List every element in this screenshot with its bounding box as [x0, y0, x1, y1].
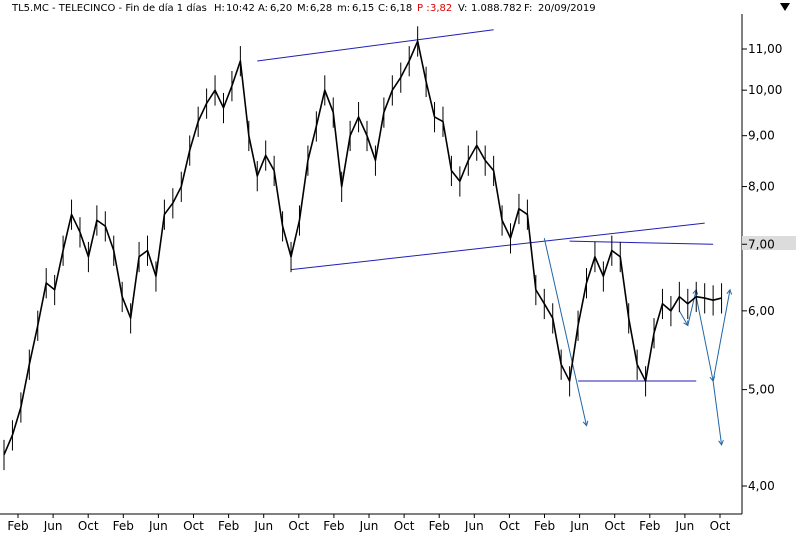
y-tick-label: 4,00 [748, 479, 775, 493]
projection-arrow [678, 310, 689, 326]
header-symbol: TL5.MC - TELECINCO - Fin de día 1 días [11, 2, 207, 14]
projection-arrow [712, 289, 731, 382]
price-line [3, 40, 722, 456]
header-a-label: A: [258, 3, 268, 14]
x-axis-ticks: Feb Jun Oct Feb Jun Oct Feb Jun Oct Feb Jun Oct Feb J… [7, 514, 731, 533]
projection-arrows [543, 238, 733, 446]
header-m-value: 6,28 [310, 3, 332, 14]
arrow-head [718, 439, 724, 446]
y-tick-label: 11,00 [748, 42, 782, 56]
header-c-value: 6,18 [390, 3, 412, 14]
header-c-label: C: [378, 3, 388, 14]
x-tick-label: Feb [639, 519, 660, 532]
projection-arrow [543, 238, 587, 426]
price-series [3, 26, 723, 471]
header-v-label: V: [458, 3, 467, 14]
x-tick-label: Jun [359, 519, 379, 532]
projection-arrow [712, 380, 723, 445]
x-tick-label: Feb [534, 519, 555, 532]
x-tick-label: Feb [7, 519, 28, 532]
header-min-value: 6,15 [352, 3, 374, 14]
x-tick-label: Oct [78, 519, 99, 532]
x-tick-label: Jun [464, 519, 484, 532]
x-tick-label: Jun [43, 519, 63, 532]
y-axis-ticks: 11,00 10,00 9,00 8,00 7,00 6,00 5,00 4,00 [742, 42, 782, 493]
header-p-value: 3,82 [430, 3, 452, 14]
x-tick-label: Jun [675, 519, 695, 532]
header-f-label: F: [524, 3, 532, 14]
y-tick-label: 5,00 [748, 383, 775, 397]
x-tick-label: Oct [394, 519, 415, 532]
x-tick-label: Oct [604, 519, 625, 532]
header-v-value: 1.088.782 [471, 3, 522, 14]
trendlines [257, 29, 714, 382]
projection-arrow [687, 289, 697, 326]
x-tick-label: Oct [499, 519, 520, 532]
x-tick-label: Oct [710, 519, 731, 532]
last-price-marker [742, 236, 796, 250]
y-tick-label: 10,00 [748, 83, 782, 97]
header-a-value: 6,20 [270, 3, 292, 14]
header-h-label: H: [214, 3, 225, 14]
x-tick-label: Jun [148, 519, 168, 532]
header-h-value: 10:42 [226, 3, 255, 14]
header-f-value: 20/09/2019 [538, 3, 596, 14]
y-tick-label: 7,00 [748, 237, 775, 251]
projection-arrow [695, 296, 714, 382]
x-tick-label: Oct [288, 519, 309, 532]
arrow-head [726, 288, 733, 295]
x-tick-label: Oct [183, 519, 204, 532]
x-tick-label: Feb [323, 519, 344, 532]
x-tick-label: Feb [429, 519, 450, 532]
x-tick-label: Jun [569, 519, 589, 532]
x-tick-label: Feb [113, 519, 134, 532]
chart-header: TL5.MC - TELECINCO - Fin de día 1 días H… [11, 2, 596, 14]
y-tick-label: 8,00 [748, 180, 775, 194]
header-min-label: m: [337, 3, 350, 14]
header-m-label: M: [297, 3, 309, 14]
y-tick-label: 6,00 [748, 304, 775, 318]
trendline [257, 29, 494, 62]
scroll-arrow-icon[interactable] [780, 3, 790, 11]
x-tick-label: Feb [218, 519, 239, 532]
trendline [290, 222, 705, 271]
header-p-label: P : [417, 3, 430, 14]
arrow-head [582, 420, 589, 427]
y-tick-label: 9,00 [748, 129, 775, 143]
trendline [569, 240, 714, 245]
x-tick-label: Jun [253, 519, 273, 532]
